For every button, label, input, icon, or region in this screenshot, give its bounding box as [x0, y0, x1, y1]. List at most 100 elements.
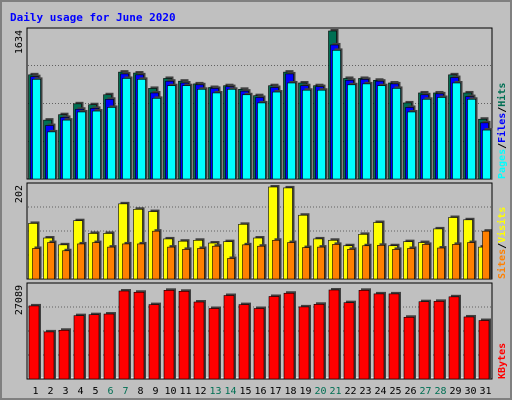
bar-pages-day-5 [92, 110, 101, 180]
bar-kbytes-day-28 [433, 301, 445, 380]
bar-sites-day-11 [182, 249, 190, 280]
bar-pages-day-30 [467, 98, 476, 180]
legend-2: Sites/Visits [496, 207, 508, 279]
x-tick-label: 17 [269, 386, 281, 397]
legend-entry-kbytes: KBytes [497, 343, 508, 379]
bar-pages-day-28 [437, 97, 446, 180]
x-tick-label: 23 [359, 386, 371, 397]
bar-pages-day-15 [242, 94, 251, 180]
bar-sites-day-30 [467, 242, 475, 280]
bar-kbytes-day-16 [253, 308, 265, 380]
bar-kbytes-day-12 [193, 301, 205, 380]
x-tick-label: 27 [419, 386, 431, 397]
bar-kbytes-day-18 [283, 292, 295, 380]
bar-sites-day-8 [137, 243, 145, 280]
bar-pages-day-21 [332, 50, 341, 180]
legend-entry-sep2: / [497, 107, 508, 113]
y-max-label-2: 202 [14, 185, 25, 203]
x-tick-label: 4 [77, 386, 83, 397]
bar-pages-day-1 [32, 79, 41, 180]
bar-sites-day-25 [392, 249, 400, 280]
bar-pages-day-10 [167, 85, 176, 180]
chart-title: Daily usage for June 2020 [10, 11, 176, 24]
bar-kbytes-day-9 [148, 304, 160, 380]
bar-sites-day-16 [257, 245, 265, 280]
x-tick-label: 30 [464, 386, 476, 397]
x-tick-label: 25 [389, 386, 401, 397]
bar-pages-day-26 [407, 111, 416, 180]
bar-sites-day-20 [317, 246, 325, 280]
bar-kbytes-day-7 [118, 290, 130, 380]
bar-kbytes-day-4 [73, 315, 85, 380]
bar-pages-day-16 [257, 102, 266, 180]
x-tick-label: 12 [194, 386, 206, 397]
x-tick-label: 19 [299, 386, 311, 397]
legend-entry-sep1: / [497, 143, 508, 149]
bar-sites-day-6 [107, 246, 115, 280]
x-tick-label: 26 [404, 386, 416, 397]
bar-sites-day-5 [92, 242, 100, 280]
x-tick-label: 9 [152, 386, 158, 397]
bar-kbytes-day-14 [223, 295, 235, 380]
bar-kbytes-day-19 [298, 306, 310, 380]
bar-kbytes-day-2 [43, 331, 55, 380]
legend-entry-sep1: / [497, 243, 508, 249]
x-tick-label: 1 [32, 386, 38, 397]
legend-entry-visits: Visits [496, 207, 508, 243]
bar-sites-day-13 [212, 245, 220, 280]
bar-pages-day-19 [302, 89, 311, 180]
bar-pages-day-8 [137, 79, 146, 180]
bar-pages-day-17 [272, 91, 281, 180]
legend-entry-files: Files [496, 113, 508, 143]
x-tick-label: 8 [137, 386, 143, 397]
bar-pages-day-3 [62, 119, 71, 180]
bar-pages-day-31 [482, 129, 491, 180]
bar-pages-day-27 [422, 98, 431, 180]
bar-pages-day-6 [107, 107, 116, 180]
bar-pages-day-2 [47, 131, 56, 180]
x-tick-label: 14 [224, 386, 236, 397]
legend-entry-pages: Pages [497, 149, 508, 179]
bar-pages-day-23 [362, 83, 371, 180]
y-max-label-1: 1634 [14, 30, 25, 54]
panel-visits-sites: 202 Sites/Visits [14, 182, 508, 280]
bar-kbytes-day-22 [343, 302, 355, 380]
bar-kbytes-day-27 [418, 301, 430, 380]
bar-sites-day-1 [32, 248, 40, 280]
x-tick-label: 16 [254, 386, 266, 397]
bar-sites-day-3 [62, 250, 70, 280]
bar-pages-day-25 [392, 88, 401, 180]
bar-pages-day-4 [77, 111, 86, 180]
bar-sites-day-31 [482, 230, 490, 280]
x-tick-label: 5 [92, 386, 98, 397]
bar-kbytes-day-31 [478, 320, 490, 380]
legend-3: KBytes [497, 343, 508, 379]
bar-pages-day-22 [347, 84, 356, 180]
bar-kbytes-day-13 [208, 308, 220, 380]
bar-sites-day-4 [77, 243, 85, 280]
bar-pages-day-18 [287, 82, 296, 180]
x-tick-label: 20 [314, 386, 326, 397]
bar-sites-day-29 [452, 244, 460, 280]
bar-kbytes-day-25 [388, 293, 400, 380]
bar-pages-day-9 [152, 98, 161, 180]
bar-sites-day-9 [152, 230, 160, 280]
x-tick-label: 7 [122, 386, 128, 397]
x-tick-label: 24 [374, 386, 386, 397]
bar-kbytes-day-30 [463, 316, 475, 380]
bar-kbytes-day-11 [178, 290, 190, 380]
bar-kbytes-day-3 [58, 329, 70, 380]
bar-sites-day-10 [167, 246, 175, 280]
x-tick-label: 13 [209, 386, 221, 397]
bar-pages-day-29 [452, 82, 461, 180]
bar-sites-day-17 [272, 239, 280, 280]
bar-sites-day-24 [377, 244, 385, 280]
x-tick-label: 21 [329, 386, 341, 397]
bar-kbytes-day-1 [28, 305, 40, 380]
bar-sites-day-23 [362, 245, 370, 280]
bar-sites-day-18 [287, 242, 295, 280]
bar-sites-day-15 [242, 244, 250, 280]
bar-kbytes-day-29 [448, 296, 460, 380]
